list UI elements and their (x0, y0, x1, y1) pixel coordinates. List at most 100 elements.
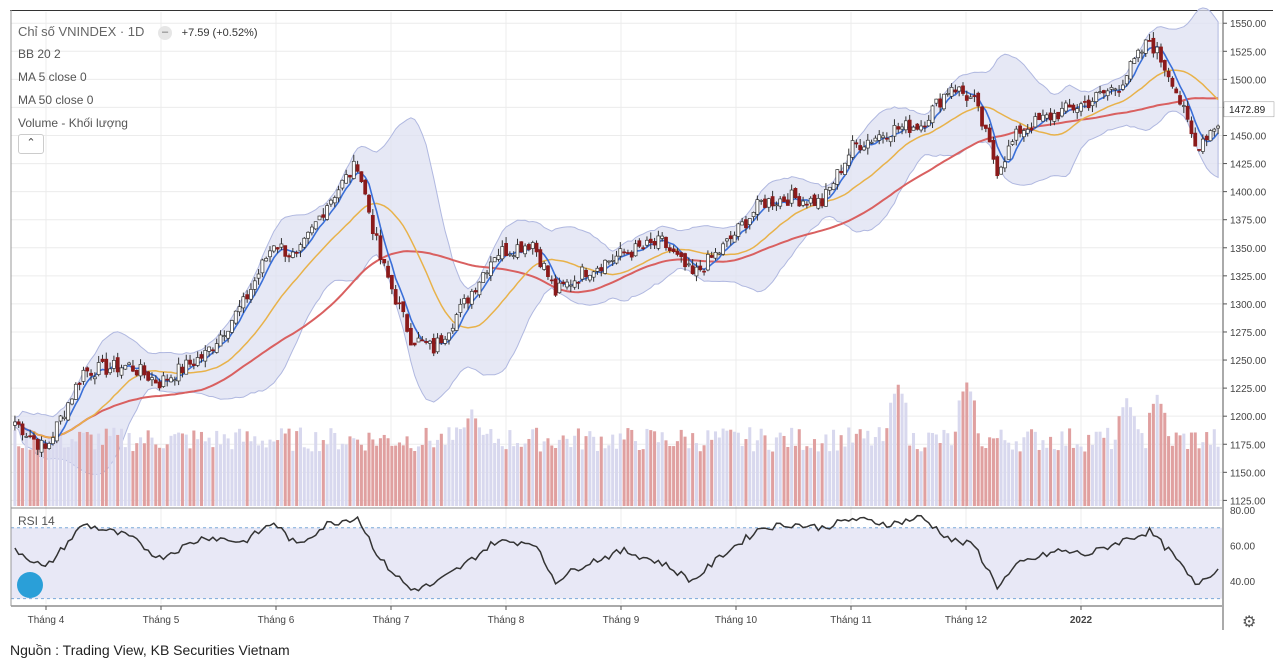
candle-body (393, 289, 398, 305)
volume-bar (477, 427, 481, 506)
volume-bar (885, 428, 889, 506)
candle-body (1075, 108, 1080, 113)
chevron-up-icon[interactable]: ⌃ (18, 134, 44, 154)
volume-bar (687, 448, 691, 506)
volume-bar (957, 400, 961, 506)
legend-bb[interactable]: BB 20 2 (18, 47, 61, 61)
candle-body (999, 166, 1003, 175)
candle-body (683, 253, 687, 268)
volume-bar (961, 391, 965, 506)
volume-bar (934, 434, 938, 506)
candle-body (964, 95, 969, 101)
candle-body (1170, 77, 1175, 87)
volume-bar (1121, 407, 1125, 506)
candle-body (325, 205, 329, 220)
gear-icon[interactable]: ⚙ (1242, 614, 1257, 631)
volume-bar (858, 429, 862, 506)
candle-body (557, 282, 562, 294)
volume-bar (62, 447, 66, 506)
minus-icon[interactable]: – (158, 25, 173, 40)
volume-bar (1075, 444, 1079, 506)
volume-bar (675, 441, 679, 506)
candle-body (58, 415, 63, 422)
candle-body (397, 302, 402, 305)
candle-body (706, 254, 710, 271)
volume-bar (1163, 412, 1167, 506)
volume-bar (28, 449, 32, 506)
candle-body (226, 330, 231, 339)
volume-bar (1030, 429, 1034, 506)
tradingview-logo-icon[interactable] (17, 572, 43, 598)
candle-body (873, 137, 878, 142)
candle-body (1159, 46, 1163, 63)
candle-body (211, 349, 215, 352)
candle-body (134, 369, 139, 376)
candle-body (534, 242, 539, 253)
candle-body (770, 196, 775, 207)
price-tick-label: 1400.00 (1230, 188, 1267, 199)
candle-body (816, 198, 821, 209)
volume-bar (337, 449, 341, 506)
volume-bar (911, 433, 916, 506)
candle-body (81, 369, 86, 382)
volume-bar (599, 436, 603, 506)
volume-bar (474, 418, 478, 506)
candle-body (77, 382, 82, 385)
candle-body (466, 297, 470, 304)
time-tick-label: Tháng 11 (830, 615, 872, 626)
volume-bar (1197, 448, 1201, 506)
volume-bar (462, 427, 466, 506)
candle-body (439, 335, 444, 344)
candle-body (161, 375, 166, 387)
volume-bar (580, 449, 584, 506)
volume-bar (1208, 444, 1213, 506)
candle-body (869, 141, 874, 144)
candle-body (20, 423, 25, 436)
volume-bar (20, 448, 25, 506)
volume-bar (1041, 440, 1045, 506)
legend-ma50[interactable]: MA 50 close 0 (18, 93, 94, 107)
volume-bar (1049, 436, 1053, 506)
time-tick-label: Tháng 8 (488, 615, 525, 626)
volume-bar (1212, 429, 1216, 506)
volume-bar (314, 432, 318, 506)
candle-body (945, 93, 950, 95)
volume-bar (801, 449, 805, 506)
volume-bar (950, 445, 954, 506)
candle-body (1147, 40, 1152, 42)
volume-bar (866, 430, 870, 506)
candle-body (1037, 112, 1042, 120)
volume-bar (154, 444, 158, 506)
time-tick-label: Tháng 9 (603, 615, 640, 626)
rsi-panel (11, 507, 1222, 600)
candle-body (686, 263, 691, 266)
candle-body (1193, 132, 1198, 147)
candle-body (858, 145, 863, 151)
candle-body (1067, 104, 1072, 108)
candle-body (839, 170, 844, 174)
volume-bar (542, 441, 546, 506)
volume-bar (767, 449, 771, 506)
candle-body (553, 278, 558, 296)
candle-body (62, 416, 67, 420)
candle-body (584, 269, 588, 278)
candle-body (614, 255, 619, 264)
candle-body (626, 252, 630, 254)
candle-body (1181, 105, 1186, 107)
candle-body (500, 246, 505, 260)
candle-body (591, 271, 596, 278)
volume-bar (222, 434, 226, 506)
candle-body (904, 120, 908, 131)
legend-ma5[interactable]: MA 5 close 0 (18, 70, 87, 84)
volume-bar (527, 438, 531, 506)
candle-body (1197, 149, 1201, 151)
volume-bar (306, 448, 310, 506)
volume-bar (873, 437, 877, 506)
volume-bar (1060, 431, 1064, 506)
volume-bar (458, 429, 462, 506)
candle-body (54, 421, 59, 442)
candle-body (690, 265, 695, 275)
candle-body (843, 162, 847, 175)
candle-body (854, 142, 859, 145)
legend-volume[interactable]: Volume - Khối lượng (18, 116, 128, 130)
